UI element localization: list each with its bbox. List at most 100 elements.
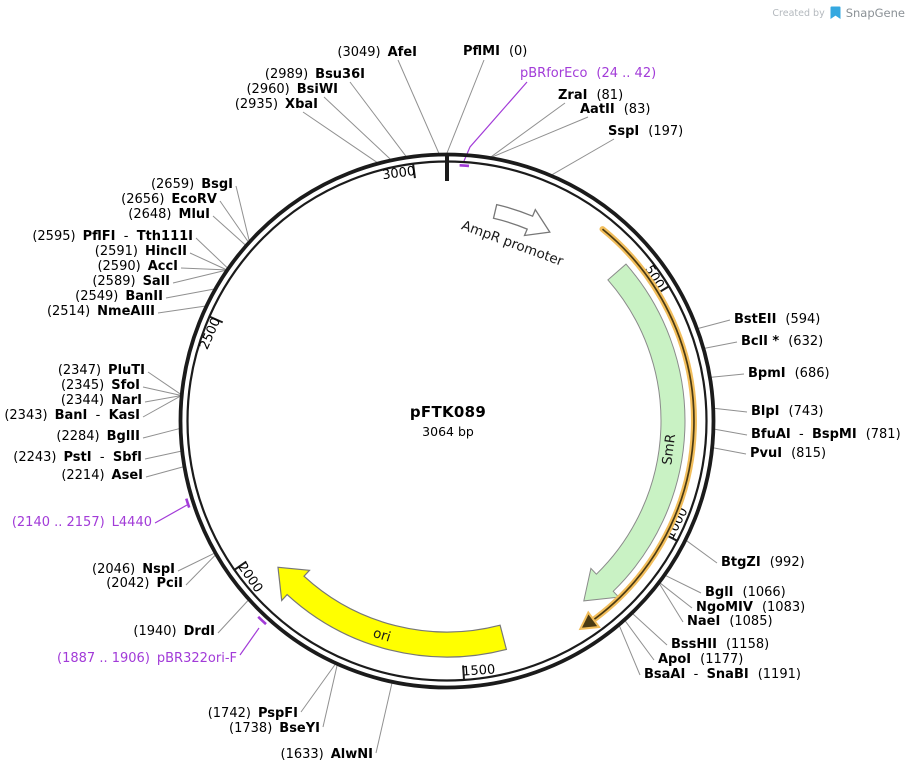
enzyme-position: (2648)	[128, 207, 172, 222]
enzyme-label-NgoMIV[interactable]: NgoMIV (1083)	[696, 600, 805, 616]
enzyme-name: AatII	[580, 102, 615, 117]
enzyme-label-PstI-SbfI[interactable]: (2243) PstI - SbfI	[13, 450, 142, 466]
enzyme-name: SspI	[608, 124, 639, 139]
enzyme-name-text: PvuI	[750, 446, 783, 461]
enzyme-name: BsiWI	[297, 82, 338, 97]
enzyme-label-AfeI[interactable]: (3049) AfeI	[337, 45, 417, 61]
enzyme-position: (2284)	[56, 429, 100, 444]
feature-smr[interactable]	[583, 263, 686, 602]
enzyme-label-BanI-KasI[interactable]: (2343) BanI - KasI	[4, 408, 140, 424]
enzyme-label-AlwNI[interactable]: (1633) AlwNI	[281, 747, 373, 763]
enzyme-label-DrdI[interactable]: (1940) DrdI	[133, 624, 215, 640]
enzyme-name-text: BspMI	[811, 427, 857, 442]
enzyme-position: (2960)	[246, 82, 290, 97]
enzyme-label-BsiWI[interactable]: (2960) BsiWI	[246, 82, 338, 98]
primer-name-text: pBRforEco	[520, 66, 588, 81]
enzyme-label-ZraI[interactable]: ZraI (81)	[558, 88, 623, 104]
enzyme-label-SfoI[interactable]: (2345) SfoI	[61, 378, 140, 394]
enzyme-label-NmeAIII[interactable]: (2514) NmeAIII	[47, 304, 155, 320]
enzyme-label-SspI[interactable]: SspI (197)	[608, 124, 683, 140]
enzyme-position: (743)	[788, 404, 824, 419]
enzyme-label-PflMI[interactable]: PflMI (0)	[463, 44, 527, 60]
enzyme-position: (2589)	[92, 274, 136, 289]
enzyme-name-separator: -	[115, 229, 137, 244]
enzyme-label-PluTI[interactable]: (2347) PluTI	[58, 363, 145, 379]
enzyme-label-XbaI[interactable]: (2935) XbaI	[235, 97, 318, 113]
enzyme-label-HincII[interactable]: (2591) HincII	[95, 244, 187, 260]
primer-label-pBRforEco[interactable]: pBRforEco (24 .. 42)	[520, 66, 656, 82]
enzyme-label-NaeI[interactable]: NaeI (1085)	[687, 614, 773, 630]
feature-ampr-promoter[interactable]	[492, 203, 551, 237]
leader-line-NarI	[144, 395, 181, 403]
leader-line-BanII	[165, 288, 214, 299]
enzyme-label-ApoI[interactable]: ApoI (1177)	[658, 652, 743, 668]
enzyme-label-Bsu36I[interactable]: (2989) Bsu36I	[265, 67, 365, 83]
enzyme-label-BtgZI[interactable]: BtgZI (992)	[721, 555, 805, 571]
leader-line-BssHII	[632, 613, 668, 646]
leader-line-PluTI	[147, 371, 181, 395]
enzyme-label-EcoRV[interactable]: (2656) EcoRV	[121, 192, 217, 208]
feature-label-ori: ori	[371, 625, 392, 645]
enzyme-position: (2347)	[57, 363, 102, 378]
enzyme-name-text: SnaBI	[706, 667, 749, 682]
enzyme-name: BglI	[705, 585, 734, 600]
enzyme-label-BglI[interactable]: BglI (1066)	[705, 585, 786, 601]
enzyme-label-BssHII[interactable]: BssHII (1158)	[671, 637, 769, 653]
primer-label-pBR322oriF[interactable]: (1887 .. 1906) pBR322ori-F	[57, 651, 237, 667]
leader-line-PspFI	[300, 664, 336, 713]
enzyme-label-BglII[interactable]: (2284) BglII	[56, 429, 140, 445]
leader-line-BlpI	[714, 407, 748, 413]
enzyme-label-BsgI[interactable]: (2659) BsgI	[151, 177, 233, 193]
enzyme-label-BanII[interactable]: (2549) BanII	[75, 289, 163, 305]
enzyme-name: PvuI	[750, 446, 782, 461]
leader-line-BglII	[142, 428, 180, 439]
leader-line-AlwNI	[375, 683, 393, 754]
enzyme-label-AccI[interactable]: (2590) AccI	[97, 259, 178, 275]
tick-label-3000: 3000	[381, 164, 416, 183]
enzyme-label-NspI[interactable]: (2046) NspI	[92, 562, 175, 578]
enzyme-name-text: HincII	[145, 244, 187, 259]
enzyme-label-BseYI[interactable]: (1738) BseYI	[229, 721, 320, 737]
enzyme-name-text: PspFI	[257, 706, 298, 721]
enzyme-name: BsaAI - SnaBI	[644, 667, 749, 682]
enzyme-label-BpmI[interactable]: BpmI (686)	[748, 366, 830, 382]
enzyme-name: AccI	[148, 259, 178, 274]
enzyme-name-text: BtgZI	[721, 555, 761, 570]
leader-line-SspI	[552, 138, 615, 176]
plasmid-ring-outer	[178, 152, 716, 690]
enzyme-label-NarI[interactable]: (2344) NarI	[61, 393, 142, 409]
enzyme-name-text: EcoRV	[171, 192, 217, 207]
enzyme-name-text: BssHII	[671, 637, 717, 652]
leader-line-BpmI	[711, 373, 745, 378]
enzyme-label-BfuAI-BspMI[interactable]: BfuAI - BspMI (781)	[751, 427, 901, 443]
primer-range: (24 .. 42)	[596, 66, 657, 81]
enzyme-label-AatII[interactable]: AatII (83)	[580, 102, 650, 118]
leader-line-PflMI	[446, 59, 485, 154]
primer-range: (2140 .. 2157)	[11, 515, 105, 530]
enzyme-label-AseI[interactable]: (2214) AseI	[61, 468, 143, 484]
enzyme-label-PflFI-Tth111I[interactable]: (2595) PflFI - Tth111I	[32, 229, 193, 245]
tick-2000	[234, 560, 247, 571]
primer-site-pBR322ori-F[interactable]	[257, 615, 267, 626]
leader-line-AseI	[145, 466, 184, 478]
leader-line-SfoI	[142, 386, 181, 396]
leader-line-BsaAI	[619, 625, 641, 676]
enzyme-label-PciI[interactable]: (2042) PciI	[106, 576, 183, 592]
leader-line-PstI	[144, 450, 181, 460]
enzyme-name-text: Tth111I	[136, 229, 193, 244]
enzyme-label-BstEII[interactable]: BstEII (594)	[734, 312, 820, 328]
leader-line-AccI	[180, 267, 226, 271]
enzyme-position: (1158)	[725, 637, 770, 652]
enzyme-label-BsaAI-SnaBI[interactable]: BsaAI - SnaBI (1191)	[644, 667, 801, 683]
enzyme-label-BclI[interactable]: BclI * (632)	[741, 334, 823, 350]
primer-label-L4440[interactable]: (2140 .. 2157) L4440	[12, 515, 152, 531]
enzyme-label-BlpI[interactable]: BlpI (743)	[751, 404, 823, 420]
enzyme-label-SalI[interactable]: (2589) SalI	[92, 274, 170, 290]
feature-ori[interactable]	[277, 566, 508, 658]
enzyme-label-PvuI[interactable]: PvuI (815)	[750, 446, 826, 462]
enzyme-label-PspFI[interactable]: (1742) PspFI	[208, 706, 298, 722]
primer-site-pBRforEco[interactable]	[459, 164, 470, 168]
enzyme-position: (2935)	[234, 97, 279, 112]
enzyme-label-MluI[interactable]: (2648) MluI	[128, 207, 210, 223]
primer-site-L4440[interactable]	[185, 498, 191, 509]
